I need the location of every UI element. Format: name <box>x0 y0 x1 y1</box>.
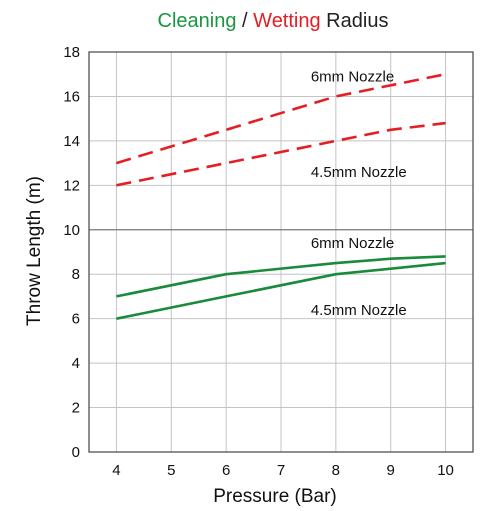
x-tick-label: 4 <box>112 462 120 479</box>
y-tick-label: 8 <box>72 266 80 283</box>
annotations: 6mm Nozzle 4.5mm Nozzle 6mm Nozzle 4.5mm No… <box>311 68 407 318</box>
title-part: Cleaning <box>158 10 237 32</box>
y-axis-label: Throw Length (m) <box>24 176 45 326</box>
y-tick-label: 0 <box>72 444 80 461</box>
annotation-label: 4.5mm Nozzle <box>311 302 407 319</box>
x-tick-label: 10 <box>437 462 454 479</box>
x-tick-label: 5 <box>167 462 175 479</box>
title-part: Radius <box>321 10 389 32</box>
y-tick-label: 14 <box>63 133 80 150</box>
chart-title: Cleaning / Wetting Radius <box>158 10 389 32</box>
y-tick-label: 18 <box>63 44 80 61</box>
title-part: / <box>237 10 254 32</box>
x-tick-label: 9 <box>387 462 395 479</box>
y-tick-label: 2 <box>72 400 80 417</box>
annotation-label: 6mm Nozzle <box>311 68 394 85</box>
cleaning-series-line <box>116 261 446 320</box>
title-part: Wetting <box>253 10 320 32</box>
wetting-series-line <box>116 121 446 187</box>
x-tick-label: 8 <box>332 462 340 479</box>
grid <box>88 51 474 453</box>
x-tick-label: 7 <box>277 462 285 479</box>
wetting-series-line <box>116 72 446 165</box>
cleaning-series-line <box>116 255 446 298</box>
y-tick-label: 12 <box>63 177 80 194</box>
y-tick-label: 10 <box>63 222 80 239</box>
annotation-label: 6mm Nozzle <box>311 235 394 252</box>
x-tick-label: 6 <box>222 462 230 479</box>
plot-frame <box>88 51 474 453</box>
y-tick-labels: 0 2 4 6 8 10 12 14 16 18 <box>63 44 80 461</box>
y-tick-label: 6 <box>72 311 80 328</box>
x-tick-labels: 4 5 6 7 8 9 10 <box>112 462 454 479</box>
y-tick-label: 16 <box>63 88 80 105</box>
y-tick-label: 4 <box>72 355 80 372</box>
x-axis-label: Pressure (Bar) <box>213 486 337 507</box>
annotation-label: 4.5mm Nozzle <box>311 164 407 181</box>
series-lines <box>116 72 446 320</box>
